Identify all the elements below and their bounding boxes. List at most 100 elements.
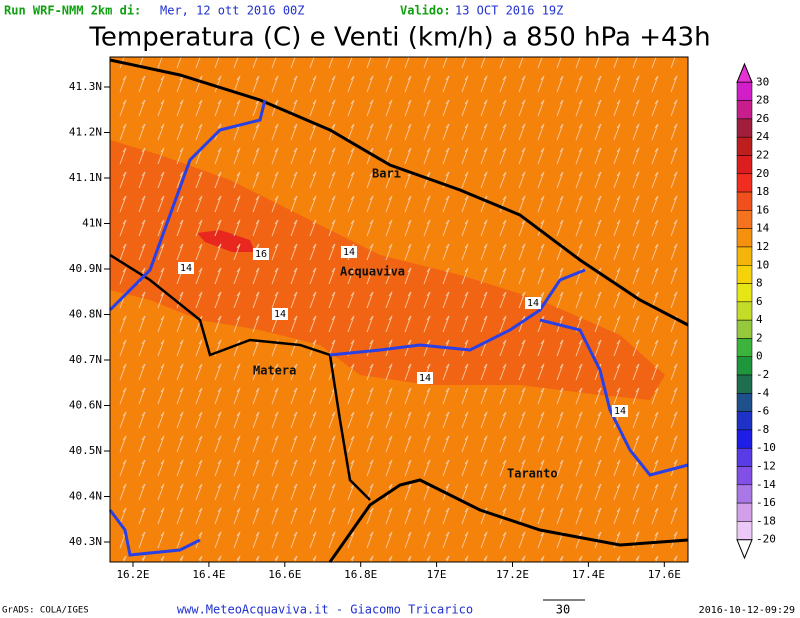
legend-label: 16: [756, 203, 769, 216]
contour-label: 14: [527, 298, 539, 309]
contour-label: 14: [343, 247, 355, 258]
lon-label: 16.2E: [116, 568, 149, 581]
legend-swatch: [736, 447, 753, 467]
legend-label: 26: [756, 112, 769, 125]
legend-swatch: [736, 228, 753, 248]
legend-swatch: [736, 173, 753, 193]
legend-label: -10: [756, 441, 776, 454]
contour-label-box: [525, 297, 541, 309]
lat-label: 40.3N: [69, 535, 102, 548]
legend-label: 28: [756, 94, 769, 107]
legend-label: 20: [756, 167, 769, 180]
coastline: [328, 478, 689, 563]
legend-swatch: [736, 100, 753, 120]
contour-label: 14: [614, 406, 626, 417]
lat-label: 40.4N: [69, 490, 102, 503]
legend-swatch: [736, 502, 753, 522]
legend-swatch: [736, 155, 753, 175]
contour-label-box: [253, 248, 269, 260]
contour-label-box: [417, 372, 433, 384]
legend-swatch: [736, 319, 753, 339]
legend-triangle: [736, 62, 753, 83]
legend-label: -4: [756, 386, 770, 399]
legend-label: -2: [756, 368, 769, 381]
legend-label: 24: [756, 130, 770, 143]
legend-label: 22: [756, 148, 769, 161]
legend-label: -12: [756, 460, 776, 473]
lon-label: 16.6E: [268, 568, 301, 581]
contour-label: 14: [274, 309, 286, 320]
lat-label: 40.6N: [69, 399, 102, 412]
legend-label: -16: [756, 496, 776, 509]
legend-label: 4: [756, 313, 763, 326]
lon-label: 16.4E: [192, 568, 225, 581]
contour-label-box: [341, 246, 357, 258]
legend-swatch: [736, 393, 753, 412]
legend-swatch: [736, 265, 753, 284]
lat-label: 41.3N: [69, 80, 102, 93]
region-border: [539, 318, 689, 477]
legend-label: -6: [756, 405, 769, 418]
legend-label: -14: [756, 478, 776, 491]
run-label: Run WRF-NMM 2km di:: [4, 4, 141, 18]
legend-swatch: [736, 246, 753, 266]
legend-swatch: [736, 466, 753, 486]
legend-triangle: [736, 539, 753, 560]
legend-label: 14: [756, 222, 770, 235]
contour-label: 16: [255, 249, 267, 260]
lat-label: 40.5N: [69, 444, 102, 457]
region-border: [329, 268, 586, 357]
valid-label: Valido:: [400, 4, 451, 18]
legend-label: -20: [756, 533, 776, 546]
run-date: Mer, 12 ott 2016 00Z: [160, 4, 305, 18]
title: Temperatura (C) e Venti (km/h) a 850 hPa…: [88, 23, 710, 53]
legend-label: 6: [756, 295, 763, 308]
coastline: [109, 58, 689, 327]
legend-swatch: [736, 210, 753, 229]
map-frame: [109, 56, 689, 563]
wind-arrows: [110, 57, 688, 562]
province-border: [109, 253, 371, 501]
legend-swatch: [736, 521, 753, 540]
legend-swatch: [736, 191, 753, 211]
contour-label: 14: [180, 263, 192, 274]
region-border: [108, 99, 267, 312]
lon-label: 17E: [427, 568, 447, 581]
legend-swatch: [736, 338, 753, 357]
city-label: Bari: [372, 167, 401, 181]
lat-label: 40.8N: [69, 308, 102, 321]
legend-label: 2: [756, 331, 763, 344]
software-credit: GrADS: COLA/IGES: [2, 606, 89, 616]
lon-label: 16.8E: [344, 568, 377, 581]
lon-label: 17.2E: [496, 568, 529, 581]
lat-label: 41.1N: [69, 171, 102, 184]
legend-swatch: [736, 429, 753, 449]
legend-swatch: [736, 301, 753, 321]
legend-label: 10: [756, 258, 769, 271]
legend-swatch: [736, 356, 753, 376]
lon-label: 17.6E: [648, 568, 681, 581]
legend-label: -18: [756, 514, 776, 527]
legend-label: -8: [756, 423, 769, 436]
legend-swatch: [736, 136, 753, 156]
city-label: Acquaviva: [340, 265, 405, 279]
valid-date: 13 OCT 2016 19Z: [455, 4, 563, 18]
city-label: Matera: [253, 364, 296, 378]
contour-label-box: [272, 308, 288, 320]
legend-label: 12: [756, 240, 769, 253]
city-label: Taranto: [507, 467, 558, 481]
lat-label: 40.7N: [69, 353, 102, 366]
lat-label: 41N: [82, 217, 102, 230]
wind-scale: 30: [556, 603, 570, 617]
contour-label-box: [612, 405, 628, 417]
contour-label-box: [178, 262, 194, 274]
legend-label: 0: [756, 350, 763, 363]
timestamp: 2016-10-12-09:29: [699, 605, 795, 616]
contour-label: 14: [419, 373, 431, 384]
legend-swatch: [736, 118, 753, 138]
lat-label: 40.9N: [69, 262, 102, 275]
legend-swatch: [736, 82, 753, 101]
legend-swatch: [736, 411, 753, 431]
map: Bari Acquaviva Matera Taranto: [108, 56, 689, 563]
